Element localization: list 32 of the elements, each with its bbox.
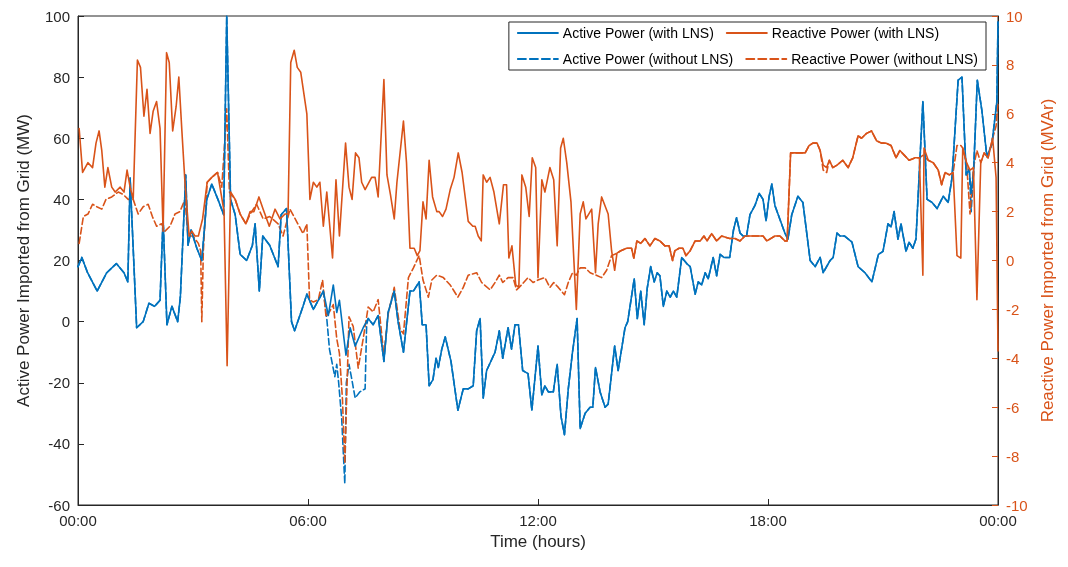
y-axis-title: Active Power Imported from Grid (MW): [14, 114, 33, 407]
y2-tick-label: 10: [1006, 7, 1023, 25]
y-tick-label: 40: [53, 190, 70, 208]
x-axis-title: Time (hours): [490, 532, 586, 551]
legend-label: Reactive Power (with LNS): [771, 25, 940, 41]
y2-tick-label: -8: [1006, 447, 1020, 465]
y2-tick-label: -6: [1006, 398, 1020, 416]
legend-label: Active Power (without LNS): [562, 51, 734, 67]
y-tick-label: 80: [53, 68, 70, 86]
y-tick-label: -40: [48, 435, 70, 453]
y2-tick-label: 8: [1006, 56, 1015, 74]
y-tick-label: 60: [53, 129, 70, 147]
y-tick-label: 100: [44, 7, 70, 25]
x-tick-label: 18:00: [749, 512, 787, 529]
y-tick-label: 20: [53, 252, 70, 269]
x-tick-label: 12:00: [519, 512, 557, 529]
x-tick-label: 06:00: [289, 512, 327, 529]
y-tick-label: 0: [61, 313, 70, 331]
y2-tick-label: 0: [1006, 252, 1015, 269]
y2-tick-label: 2: [1006, 203, 1015, 221]
y2-tick-label: -2: [1006, 300, 1020, 318]
x-tick-label: 00:00: [59, 512, 97, 529]
legend-label: Reactive Power (without LNS): [791, 51, 979, 67]
y2-axis-title: Reactive Power Imported from Grid (MVAr): [1037, 98, 1057, 423]
x-tick-label: 00:00: [979, 512, 1017, 529]
y2-tick-label: 6: [1006, 105, 1015, 123]
y-tick-label: -20: [48, 374, 70, 392]
y2-tick-label: -4: [1006, 349, 1020, 367]
y-tick-label: -60: [48, 496, 70, 514]
y2-tick-label: 4: [1006, 154, 1015, 172]
y2-tick-label: -10: [1006, 496, 1028, 514]
legend-label: Active Power (with LNS): [562, 25, 714, 41]
